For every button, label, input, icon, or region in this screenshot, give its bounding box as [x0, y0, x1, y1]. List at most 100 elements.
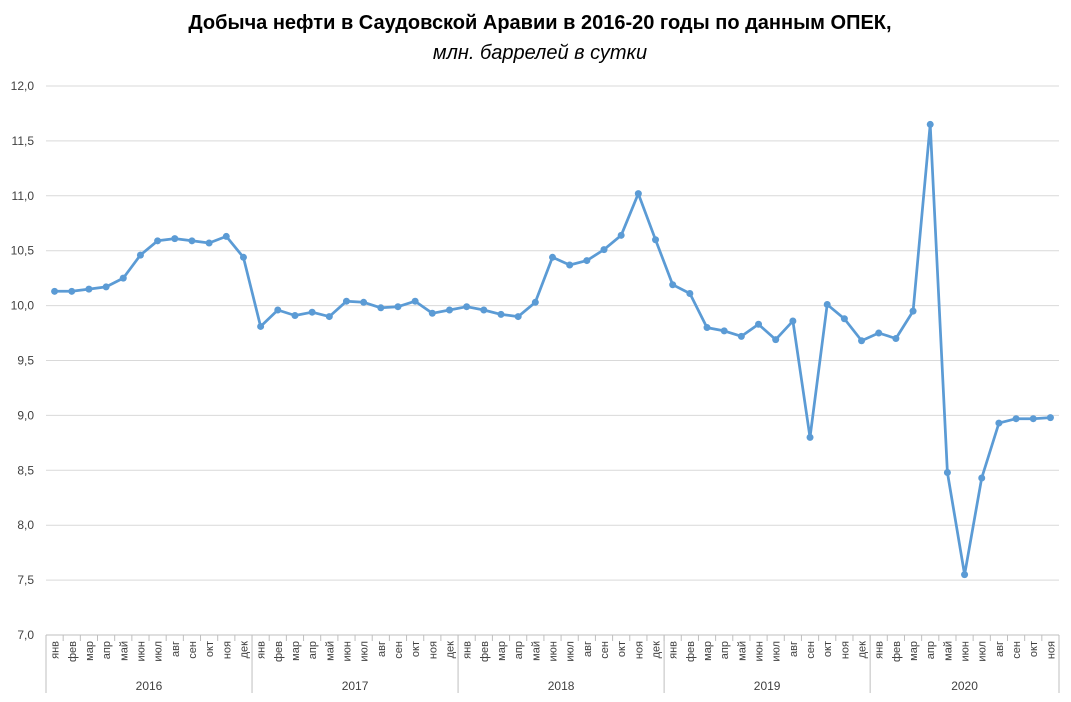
x-tick-label: мар: [84, 641, 96, 661]
x-tick-label: сен: [1011, 641, 1023, 659]
data-point: [926, 120, 934, 128]
x-tick-label: июл: [153, 641, 165, 662]
x-tick-label: мар: [908, 641, 920, 661]
x-tick-label: янв: [50, 641, 62, 659]
x-tick-label: апр: [719, 641, 731, 659]
y-tick-label: 11,5: [12, 134, 35, 148]
x-tick-label: авг: [170, 641, 182, 657]
data-point: [68, 287, 76, 295]
x-tick-label: сен: [187, 641, 199, 659]
data-point: [1029, 415, 1037, 423]
x-tick-label: окт: [822, 641, 834, 657]
x-tick-label: май: [118, 641, 130, 661]
x-tick-label: сен: [599, 641, 611, 659]
x-tick-label: янв: [874, 641, 886, 659]
data-point: [634, 190, 642, 198]
x-tick-label: мар: [702, 641, 714, 661]
x-tick-label: окт: [616, 641, 628, 657]
y-tick-label: 12,0: [11, 79, 35, 93]
data-point: [617, 231, 625, 239]
data-point: [961, 571, 969, 579]
x-tick-label: дек: [238, 641, 250, 659]
data-point: [909, 307, 917, 315]
y-tick-label: 10,0: [11, 299, 35, 313]
data-point: [325, 313, 333, 321]
data-point: [840, 315, 848, 323]
x-tick-label: июл: [565, 641, 577, 662]
data-point: [171, 235, 179, 243]
data-point: [549, 253, 556, 261]
x-tick-label: дек: [444, 641, 456, 659]
data-point: [154, 237, 162, 245]
year-label: 2016: [136, 679, 163, 693]
y-tick-label: 9,0: [17, 408, 34, 422]
data-point: [445, 306, 453, 314]
data-point: [119, 274, 127, 282]
data-point: [566, 261, 574, 269]
data-point: [737, 332, 745, 340]
x-tick-label: авг: [582, 641, 594, 657]
data-point: [755, 320, 763, 328]
data-point: [531, 298, 539, 306]
x-tick-label: июн: [341, 641, 353, 661]
data-point: [789, 317, 797, 325]
y-tick-label: 8,5: [17, 463, 34, 477]
x-tick-label: янв: [462, 641, 474, 659]
y-tick-label: 10,5: [11, 244, 35, 258]
data-point: [652, 236, 660, 244]
data-point: [411, 297, 419, 305]
x-tick-label: ноя: [839, 641, 851, 659]
x-tick-label: фев: [685, 641, 697, 662]
data-point: [875, 329, 883, 337]
data-point: [583, 257, 591, 265]
data-point: [377, 304, 385, 312]
data-point: [85, 285, 93, 293]
data-point: [463, 303, 471, 311]
y-tick-label: 7,0: [17, 628, 34, 642]
x-tick-label: окт: [204, 641, 216, 657]
year-label: 2017: [342, 679, 369, 693]
x-tick-label: фев: [67, 641, 79, 662]
y-tick-label: 7,5: [17, 573, 34, 587]
data-point: [943, 468, 951, 476]
data-point: [394, 303, 402, 311]
x-tick-label: апр: [513, 641, 525, 659]
x-tick-label: май: [324, 641, 336, 661]
year-label: 2018: [548, 679, 575, 693]
x-tick-label: окт: [1028, 641, 1040, 657]
x-tick-label: дек: [857, 641, 869, 659]
x-tick-label: ноя: [427, 641, 439, 659]
data-point: [497, 310, 505, 318]
data-point: [342, 297, 350, 305]
data-point: [858, 337, 866, 345]
x-tick-label: авг: [376, 641, 388, 657]
x-tick-label: сен: [805, 641, 817, 659]
data-point: [257, 322, 265, 330]
data-point: [686, 290, 694, 298]
x-tick-label: мар: [290, 641, 302, 661]
x-tick-label: дек: [651, 641, 663, 659]
x-tick-label: май: [942, 641, 954, 661]
x-tick-label: авг: [994, 641, 1006, 657]
x-tick-label: июл: [977, 641, 989, 662]
data-point: [995, 419, 1003, 427]
data-point: [188, 237, 196, 245]
data-point: [51, 287, 59, 295]
data-point: [806, 433, 814, 441]
year-label: 2019: [754, 679, 781, 693]
x-tick-label: апр: [307, 641, 319, 659]
data-point: [308, 308, 316, 316]
data-point: [823, 301, 831, 309]
x-tick-label: сен: [393, 641, 405, 659]
x-tick-label: июл: [359, 641, 371, 662]
data-point: [274, 306, 282, 314]
x-tick-label: фев: [479, 641, 491, 662]
x-tick-label: май: [530, 641, 542, 661]
x-tick-label: июн: [754, 641, 766, 661]
y-tick-label: 8,0: [17, 518, 34, 532]
chart-title: Добыча нефти в Саудовской Аравии в 2016-…: [188, 12, 892, 34]
x-tick-label: ноя: [221, 641, 233, 659]
data-point: [291, 311, 299, 319]
data-point: [669, 281, 677, 289]
